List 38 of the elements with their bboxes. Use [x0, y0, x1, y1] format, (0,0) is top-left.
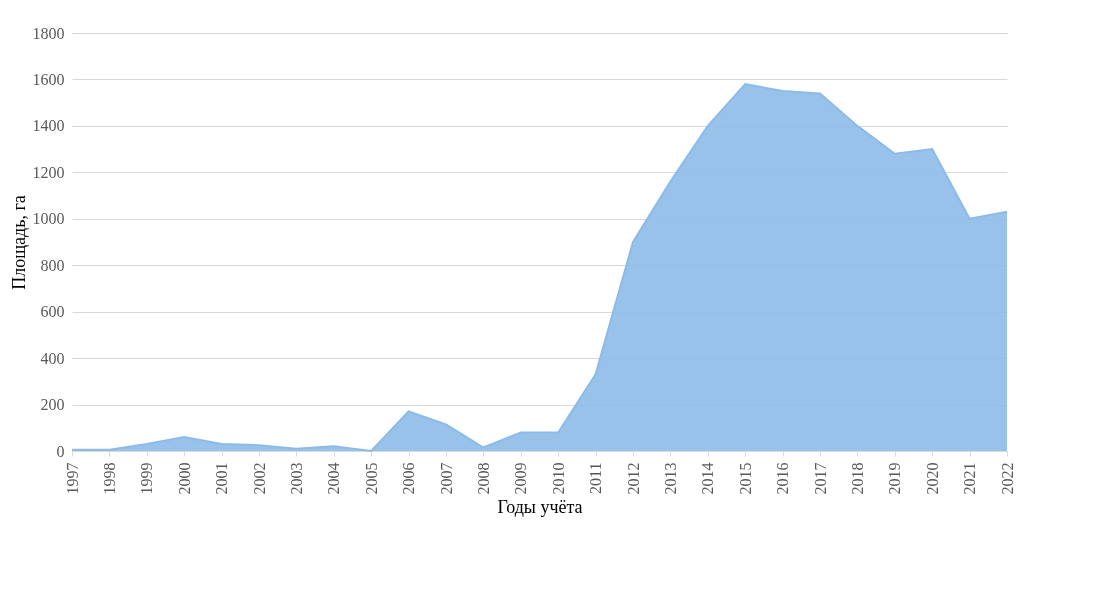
x-tick-label: 2021 [961, 462, 979, 495]
x-tick-label: 2000 [175, 462, 193, 495]
x-tick-label: 2001 [213, 462, 231, 495]
x-tick-label: 2008 [474, 462, 492, 495]
x-tick-label: 2012 [624, 462, 642, 495]
y-tick-label: 1000 [32, 210, 65, 228]
x-tick-label: 2020 [923, 462, 941, 495]
y-tick-label: 400 [40, 349, 65, 367]
x-tick-label: 2016 [774, 462, 792, 495]
y-tick-label: 200 [40, 396, 65, 414]
x-tick-label: 2006 [400, 462, 418, 495]
y-tick-label: 600 [40, 303, 65, 321]
x-tick-label: 2011 [587, 462, 605, 494]
x-tick-label: 2004 [325, 462, 343, 495]
x-tick-label: 2003 [287, 462, 305, 495]
x-tick-label: 2019 [886, 462, 904, 495]
y-tick-label: 1600 [32, 70, 65, 88]
x-tick-label: 1998 [100, 462, 118, 495]
x-tick-label: 1997 [63, 462, 81, 495]
x-tick-label: 2010 [549, 462, 567, 495]
x-tick-label: 1999 [138, 462, 156, 495]
x-tick-label: 2022 [998, 462, 1016, 495]
y-tick-label: 800 [40, 256, 65, 274]
x-tick-label: 2014 [699, 462, 717, 495]
y-tick-label: 1400 [32, 117, 65, 135]
x-tick-label: 2009 [512, 462, 530, 495]
y-tick-label: 1200 [32, 163, 65, 181]
x-axis-title: Годы учёта [497, 496, 583, 517]
x-tick-label: 2007 [437, 462, 455, 495]
y-tick-label: 0 [56, 442, 65, 460]
x-tick-label: 2017 [811, 462, 829, 495]
x-tick-label: 2015 [736, 462, 754, 495]
x-tick-label: 2018 [848, 462, 866, 495]
x-tick-label: 2005 [362, 462, 380, 495]
x-tick-label: 2002 [250, 462, 268, 495]
x-tick-label: 2013 [661, 462, 679, 495]
y-tick-label: 1800 [32, 24, 65, 42]
y-axis-title: Площадь, га [8, 195, 29, 290]
